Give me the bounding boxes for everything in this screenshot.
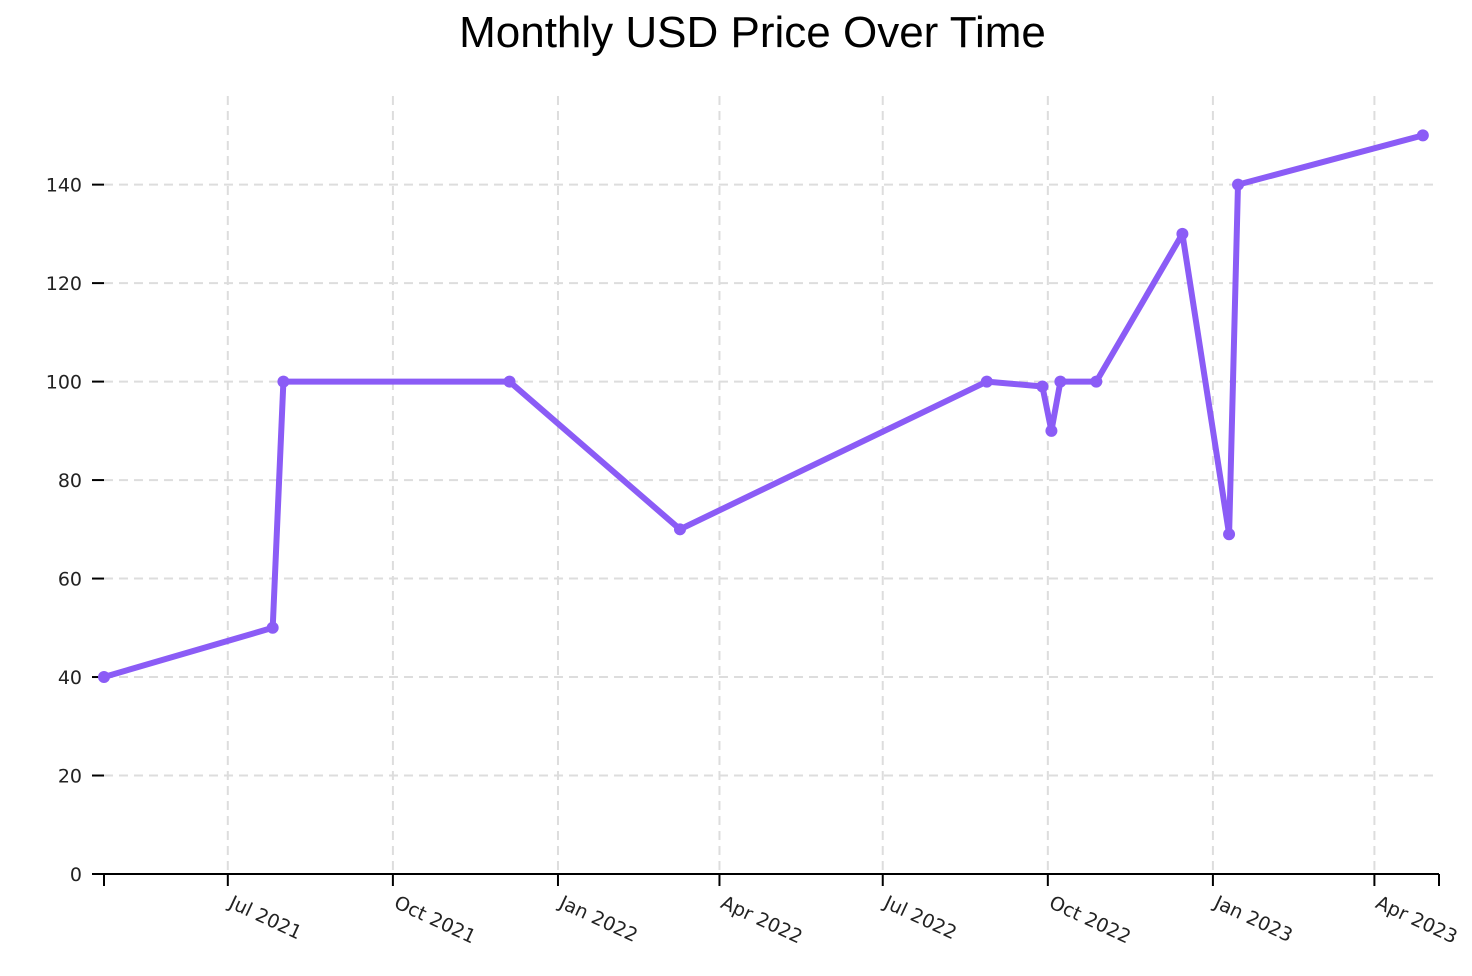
y-tick-label: 80 <box>58 470 82 492</box>
data-point <box>277 375 290 388</box>
data-point <box>1176 227 1189 240</box>
data-point <box>1090 375 1103 388</box>
data-point <box>98 671 110 684</box>
data-point <box>503 375 516 388</box>
data-point <box>1232 178 1245 191</box>
data-point <box>980 375 993 388</box>
data-point <box>266 621 279 634</box>
data-point <box>673 523 686 536</box>
data-point <box>1223 528 1236 541</box>
chart-title: Monthly USD Price Over Time <box>459 8 1046 57</box>
data-point <box>1045 424 1058 437</box>
x-tick-label: Apr 2022 <box>717 892 805 949</box>
x-tick-label: Jul 2021 <box>225 891 305 944</box>
data-point <box>1054 375 1067 388</box>
y-tick-label: 60 <box>58 569 82 591</box>
x-tick-label: Oct 2022 <box>1046 892 1134 949</box>
x-tick-label: Jul 2022 <box>880 891 960 944</box>
data-point <box>1036 380 1049 393</box>
x-tick-label: Jan 2022 <box>555 891 641 947</box>
gridlines <box>104 96 1439 874</box>
x-tick-label: Jan 2023 <box>1210 891 1296 947</box>
y-tick-label: 140 <box>46 175 82 197</box>
y-tick-label: 20 <box>58 766 82 788</box>
series <box>98 129 1429 684</box>
price-series-line <box>101 132 1426 680</box>
y-tick-label: 100 <box>46 372 82 394</box>
data-point <box>1416 129 1429 142</box>
x-tick-label: Apr 2023 <box>1372 892 1460 949</box>
axes: 0 20 40 60 80 100 120 140 Jul 2021 Oct 2021 Jan 20… <box>46 175 1461 949</box>
y-tick-label: 120 <box>46 273 82 295</box>
x-tick-label: Oct 2021 <box>391 892 479 949</box>
y-tick-label: 0 <box>70 864 82 886</box>
y-tick-label: 40 <box>58 667 82 689</box>
